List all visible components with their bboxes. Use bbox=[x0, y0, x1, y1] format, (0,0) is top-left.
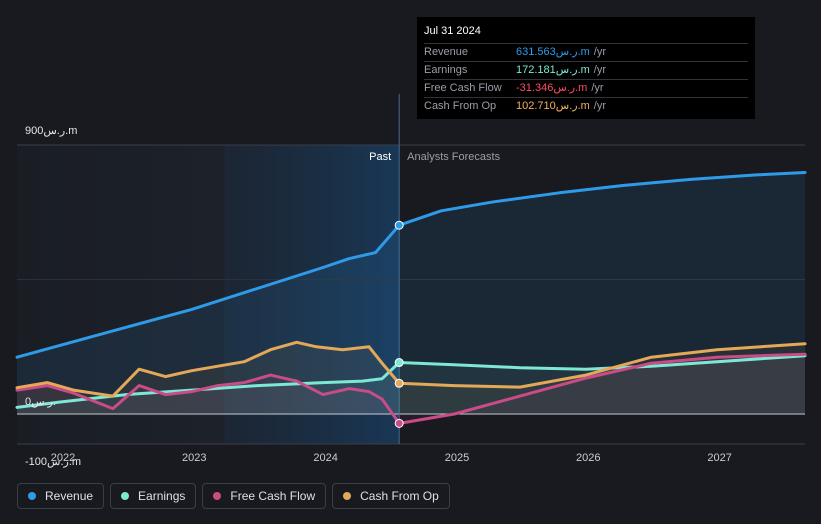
tooltip-label: Earnings bbox=[424, 64, 468, 76]
tooltip-unit: /yr bbox=[591, 82, 604, 94]
legend-item-earnings[interactable]: Earnings bbox=[110, 483, 197, 509]
y-tick-label: -100ر.س.m bbox=[25, 456, 81, 468]
tooltip-value: 172.181ر.س.m bbox=[516, 64, 590, 76]
x-tick-label: 2026 bbox=[576, 452, 600, 464]
x-tick-label: 2024 bbox=[313, 452, 337, 464]
legend-dot-icon bbox=[343, 492, 352, 500]
series-line-cash-from-op bbox=[15, 340, 807, 398]
tooltip-row-earnings: Earnings 172.181ر.س.m /yr bbox=[424, 62, 748, 80]
tooltip: Jul 31 2024 Revenue 631.563ر.س.m /yr Ear… bbox=[417, 17, 755, 119]
legend-dot-icon bbox=[121, 492, 130, 500]
x-tick-label: 2025 bbox=[445, 452, 469, 464]
forecast-label: Analysts Forecasts bbox=[407, 151, 500, 163]
series-area-cash-from-op bbox=[17, 342, 805, 414]
legend-label: Earnings bbox=[138, 489, 186, 503]
tooltip-row-free-cash-flow: Free Cash Flow -31.346ر.س.m /yr bbox=[424, 80, 748, 98]
y-tick-label: 900ر.س.m bbox=[25, 125, 77, 137]
tooltip-date: Jul 31 2024 bbox=[424, 24, 748, 44]
tooltip-value: 102.710ر.س.m bbox=[516, 100, 590, 112]
x-tick-label: 2022 bbox=[51, 452, 75, 464]
y-tick-label: 0ر.س. bbox=[25, 396, 56, 408]
legend-label: Free Cash Flow bbox=[230, 489, 316, 503]
series-area-free-cash-flow bbox=[17, 354, 805, 424]
legend-item-cash-from-op[interactable]: Cash From Op bbox=[332, 483, 450, 509]
tooltip-value: 631.563ر.س.m bbox=[516, 46, 590, 58]
series-line-free-cash-flow bbox=[15, 352, 807, 425]
past-highlight-region bbox=[224, 145, 400, 444]
data-point-marker bbox=[394, 220, 404, 230]
tooltip-label: Cash From Op bbox=[424, 100, 497, 112]
x-tick-label: 2027 bbox=[707, 452, 731, 464]
tooltip-row-cash-from-op: Cash From Op 102.710ر.س.m /yr bbox=[424, 98, 748, 115]
tooltip-unit: /yr bbox=[593, 64, 607, 76]
legend-item-revenue[interactable]: Revenue bbox=[17, 483, 105, 509]
tooltip-label: Revenue bbox=[424, 46, 469, 58]
data-point-marker bbox=[394, 358, 404, 368]
series-line-revenue bbox=[15, 171, 807, 359]
tooltip-label: Free Cash Flow bbox=[424, 82, 502, 94]
legend-label: Cash From Op bbox=[360, 489, 439, 503]
data-point-marker bbox=[394, 378, 404, 388]
series-area-revenue bbox=[17, 172, 805, 414]
past-label: Past bbox=[369, 151, 391, 163]
legend-dot-icon bbox=[213, 492, 222, 500]
legend-item-free-cash-flow[interactable]: Free Cash Flow bbox=[202, 483, 327, 509]
legend-label: Revenue bbox=[45, 489, 94, 503]
legend: Revenue Earnings Free Cash Flow Cash Fro… bbox=[17, 483, 450, 509]
legend-dot-icon bbox=[28, 492, 36, 500]
tooltip-value: -31.346ر.س.m bbox=[516, 82, 588, 94]
tooltip-row-revenue: Revenue 631.563ر.س.m /yr bbox=[424, 44, 748, 62]
x-tick-label: 2023 bbox=[182, 452, 206, 464]
tooltip-unit: /yr bbox=[593, 100, 607, 112]
data-point-marker bbox=[394, 418, 404, 428]
tooltip-unit: /yr bbox=[593, 46, 607, 58]
